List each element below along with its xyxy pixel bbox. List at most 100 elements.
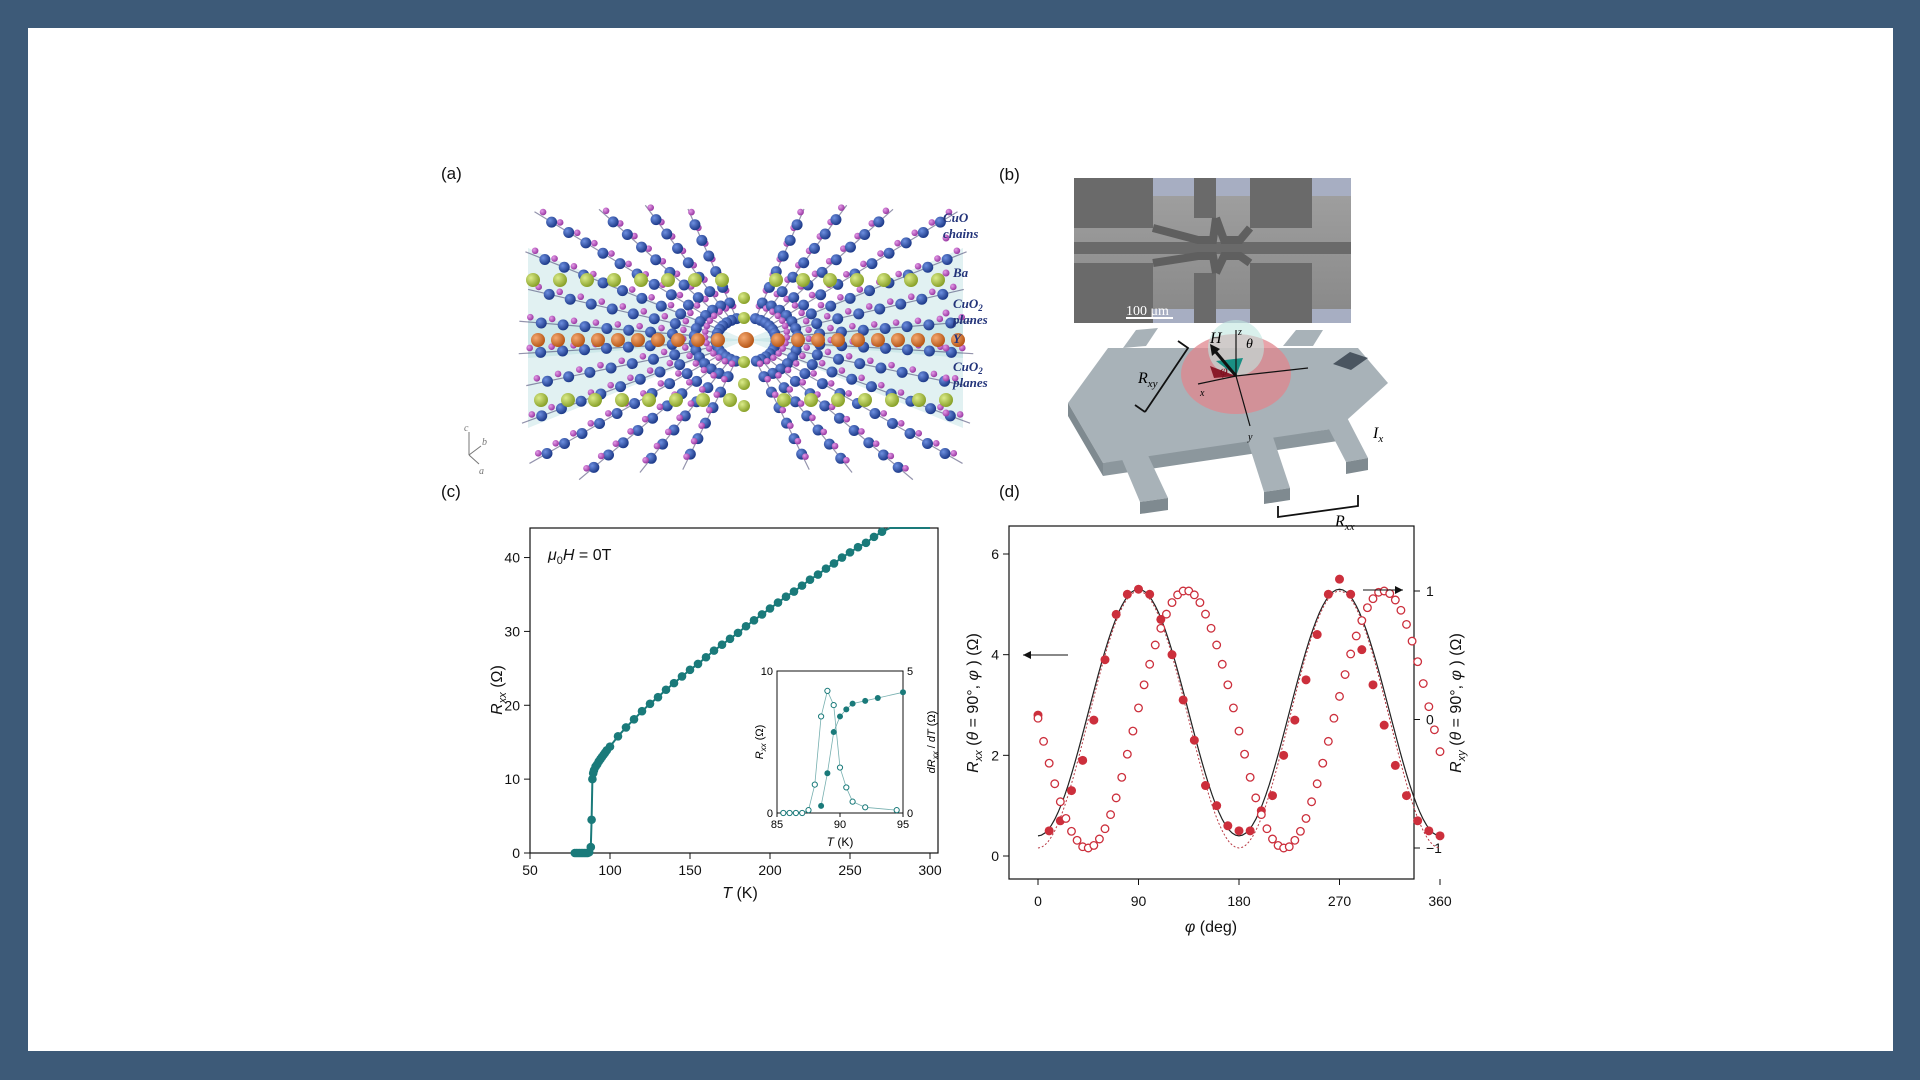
rxx-point xyxy=(757,610,767,619)
o-atom xyxy=(824,348,832,356)
x-tick-label: 360 xyxy=(1428,893,1452,909)
cu-atom xyxy=(648,278,660,290)
rxx-point xyxy=(853,542,863,552)
rxx-point xyxy=(677,672,687,681)
cu-atom xyxy=(634,373,646,385)
o-atom xyxy=(548,315,556,323)
cu-atom xyxy=(669,318,681,330)
label-planes1-2: planes xyxy=(952,312,988,327)
rxx-point xyxy=(693,659,703,669)
rxx-point xyxy=(645,699,655,709)
ba-atom xyxy=(858,393,872,407)
o-atom xyxy=(838,367,846,374)
ba-atom xyxy=(804,393,818,407)
cu-atom xyxy=(650,254,662,266)
o-atom xyxy=(526,344,533,352)
inset-drdt-point xyxy=(862,804,869,811)
o-atom xyxy=(818,359,826,367)
rxx-point xyxy=(1156,614,1166,624)
rxy-point xyxy=(1100,824,1110,834)
rxy-point xyxy=(1390,595,1400,605)
o-atom xyxy=(838,204,845,211)
inset-drdt-point xyxy=(836,764,844,771)
rxx-point xyxy=(1290,715,1300,725)
cu-atom xyxy=(798,299,810,311)
o-atom xyxy=(713,391,721,398)
chart-c-annotation: μ0H = 0T xyxy=(547,547,612,567)
cu-atom xyxy=(811,349,823,361)
y-tick-label: 20 xyxy=(504,697,520,713)
yr-tick-label: 0 xyxy=(1426,712,1434,728)
crystal-axes-indicator: c b a xyxy=(464,423,487,477)
inset-drdt-point xyxy=(849,798,856,805)
o-atom xyxy=(664,428,672,436)
o-atom xyxy=(942,344,950,352)
panel-b-label: (b) xyxy=(999,165,1020,184)
cu-atom xyxy=(647,353,659,365)
rxx-point xyxy=(1122,589,1132,599)
o-atom xyxy=(577,293,585,301)
cu-atom xyxy=(808,242,820,254)
rxy-point xyxy=(1262,824,1272,834)
cu-atom xyxy=(879,322,891,334)
cu-atom xyxy=(863,437,875,449)
x-tick-label: 300 xyxy=(918,862,942,878)
cu-atom xyxy=(536,410,548,422)
ba-atom xyxy=(850,273,864,287)
cu-atom xyxy=(597,247,609,259)
rxx-point xyxy=(1390,760,1400,770)
o-atom xyxy=(570,317,578,325)
yl-tick-label: 4 xyxy=(991,647,999,663)
rxy-fit-curve xyxy=(1037,590,1441,849)
rxx-point xyxy=(1323,589,1333,599)
rxx-point xyxy=(1402,791,1411,801)
o-atom xyxy=(909,366,917,373)
o-atom xyxy=(693,302,701,309)
ba-atom xyxy=(553,273,567,287)
cu-atom xyxy=(636,241,648,253)
o-atom xyxy=(942,374,950,382)
rxx-point xyxy=(845,548,855,557)
rxx-point xyxy=(837,553,847,562)
ba-atom xyxy=(738,292,750,304)
y-atom xyxy=(671,333,685,347)
inset-frame xyxy=(776,670,904,814)
o-atom xyxy=(692,360,700,367)
o-atom xyxy=(628,286,636,293)
o-atom xyxy=(680,326,687,334)
inset-xlabel: T (K) xyxy=(827,835,854,849)
o-atom xyxy=(682,317,690,325)
yl-tick-label: 6 xyxy=(991,546,999,562)
rxx-point xyxy=(1178,695,1188,705)
yr-tick-label: −1 xyxy=(1426,840,1442,856)
o-atom xyxy=(598,298,606,305)
rxx-point xyxy=(685,665,695,675)
ba-atom xyxy=(823,273,837,287)
o-atom xyxy=(953,247,961,255)
o-atom xyxy=(872,440,880,448)
ba-atom xyxy=(642,393,656,407)
ba-atom xyxy=(526,273,540,287)
rxx-point xyxy=(1335,574,1344,584)
cu-atom xyxy=(937,288,949,300)
o-atom xyxy=(858,428,865,435)
cu-atom xyxy=(580,237,592,249)
o-atom xyxy=(642,456,649,464)
cu-atom xyxy=(901,321,913,333)
o-atom xyxy=(552,440,560,447)
o-atom xyxy=(802,317,810,325)
inset-rxx-point xyxy=(874,694,881,701)
cu-atom xyxy=(655,300,667,312)
rxx-point xyxy=(821,564,831,573)
ba-atom xyxy=(738,400,750,412)
o-atom xyxy=(831,442,839,450)
label-H: H xyxy=(1209,330,1223,347)
o-atom xyxy=(667,301,675,309)
cu-atom xyxy=(923,345,935,357)
o-atom xyxy=(786,386,794,393)
o-atom xyxy=(775,371,782,379)
y-atom xyxy=(531,333,545,347)
rxy-point xyxy=(1234,726,1244,736)
inset-x-tick-label: 85 xyxy=(771,819,783,831)
